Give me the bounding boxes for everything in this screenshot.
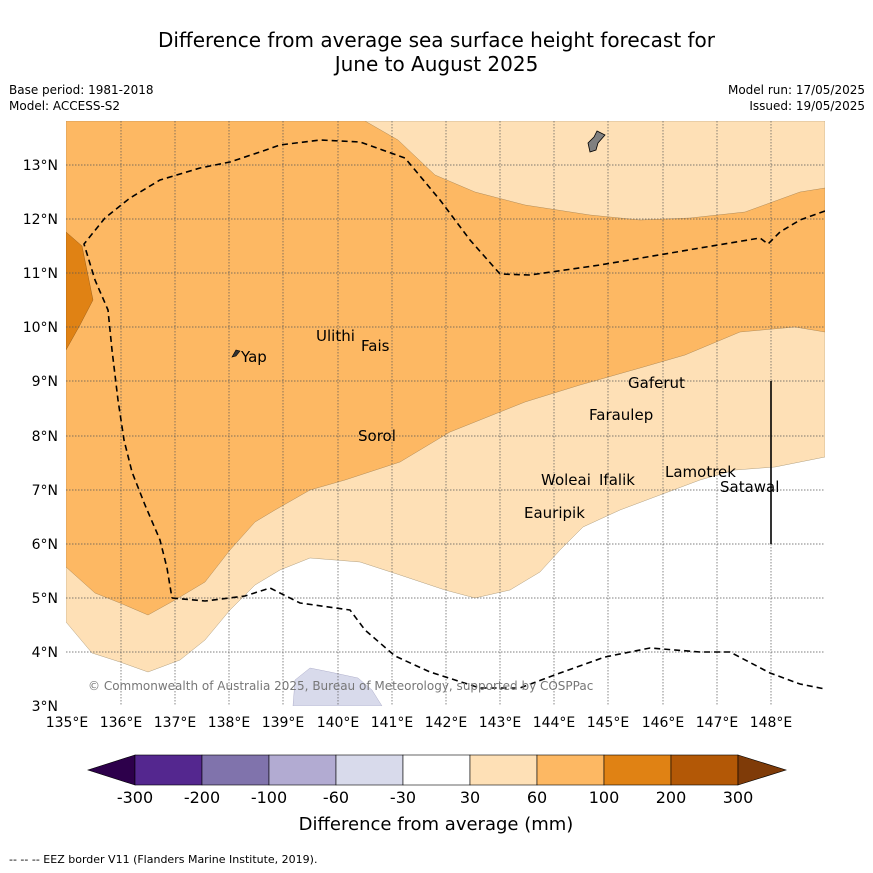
eez-border-south — [171, 587, 825, 690]
colorbar-tick-label: 30 — [460, 788, 480, 807]
colorbar-bin — [335, 754, 404, 786]
colorbar-bin — [603, 754, 672, 786]
lon-tick: 147°E — [696, 715, 739, 731]
colorbar-bin — [536, 754, 605, 786]
lon-tick: 141°E — [371, 715, 414, 731]
footer-note: -- -- -- EEZ border V11 (Flanders Marine… — [9, 853, 318, 866]
place-labels: Yap Ulithi Fais Gaferut Faraulep Sorol W… — [240, 327, 779, 522]
lat-tick: 7°N — [32, 483, 58, 499]
place-label-sorol: Sorol — [358, 427, 396, 445]
lon-tick: 138°E — [208, 715, 251, 731]
lon-tick: 144°E — [533, 715, 576, 731]
lat-tick: 9°N — [32, 374, 58, 390]
lat-tick: 3°N — [32, 699, 58, 715]
place-label-fais: Fais — [361, 337, 390, 355]
title-line-2: June to August 2025 — [334, 52, 539, 76]
lat-tick-labels: 3°N 4°N 5°N 6°N 7°N 8°N 9°N 10°N 11°N 12… — [23, 158, 58, 715]
issued-date: Issued: 19/05/2025 — [749, 99, 865, 113]
colorbar-tick-label: -300 — [117, 788, 153, 807]
colorbar-labels: -300 -200 -100 -60 -30 30 60 100 200 300 — [117, 788, 753, 807]
colorbar-bin — [201, 754, 270, 786]
guam-island — [587, 130, 606, 153]
model-name: Model: ACCESS-S2 — [9, 99, 121, 113]
lon-tick: 143°E — [479, 715, 522, 731]
anomaly-60-100-region — [66, 121, 825, 616]
colorbar-bin — [134, 754, 203, 786]
lat-tick: 10°N — [23, 320, 58, 336]
place-label-ifalik: Ifalik — [599, 471, 635, 489]
lon-tick: 148°E — [750, 715, 793, 731]
lat-tick: 6°N — [32, 537, 58, 553]
colorbar — [87, 754, 788, 786]
anomaly-100-200-region — [66, 231, 94, 351]
lon-tick: 137°E — [154, 715, 197, 731]
meta-left: Base period: 1981-2018 Model: ACCESS-S2 — [9, 82, 154, 114]
chart-title: Difference from average sea surface heig… — [0, 28, 873, 76]
lat-tick: 11°N — [23, 266, 58, 282]
place-label-eauripik: Eauripik — [524, 504, 585, 522]
colorbar-tick-label: -60 — [323, 788, 349, 807]
lon-tick-labels: 135°E 136°E 137°E 138°E 139°E 140°E 141°… — [46, 715, 793, 731]
lon-tick: 145°E — [587, 715, 630, 731]
yap-island — [231, 349, 241, 358]
colorbar-tick-label: -30 — [390, 788, 416, 807]
colorbar-tick-label: -200 — [184, 788, 220, 807]
colorbar-tick-label: 300 — [723, 788, 754, 807]
lon-tick: 136°E — [100, 715, 143, 731]
lon-tick: 140°E — [317, 715, 360, 731]
colorbar-tick-label: 200 — [656, 788, 687, 807]
lat-tick: 13°N — [23, 158, 58, 174]
place-label-ulithi: Ulithi — [316, 327, 355, 345]
lat-tick: 8°N — [32, 429, 58, 445]
place-label-satawal: Satawal — [720, 478, 779, 496]
place-label-lamotrek: Lamotrek — [665, 463, 736, 481]
place-label-gaferut: Gaferut — [628, 374, 685, 392]
lon-tick: 135°E — [46, 715, 89, 731]
lat-tick: 12°N — [23, 212, 58, 228]
meta-right: Model run: 17/05/2025 Issued: 19/05/2025 — [728, 82, 865, 114]
base-period: Base period: 1981-2018 — [9, 83, 154, 97]
anomaly-negative-patch — [292, 667, 383, 706]
eez-border-north — [83, 139, 825, 599]
eez-borders — [83, 139, 825, 690]
colorbar-tick-label: 100 — [589, 788, 620, 807]
place-label-yap: Yap — [240, 348, 267, 366]
colorbar-bin — [670, 754, 739, 786]
lon-gridlines — [120, 121, 772, 706]
copyright-notice: © Commonwealth of Australia 2025, Bureau… — [88, 679, 593, 693]
map-area: Yap Ulithi Fais Gaferut Faraulep Sorol W… — [66, 121, 825, 706]
place-label-faraulep: Faraulep — [589, 406, 653, 424]
colorbar-over-triangle — [737, 754, 788, 786]
lon-tick: 139°E — [262, 715, 305, 731]
colorbar-bin — [469, 754, 538, 786]
colorbar-tick-label: -100 — [251, 788, 287, 807]
lat-tick: 5°N — [32, 591, 58, 607]
place-label-woleai: Woleai — [541, 471, 591, 489]
lon-tick: 142°E — [425, 715, 468, 731]
lat-tick: 4°N — [32, 645, 58, 661]
colorbar-bin — [268, 754, 337, 786]
colorbar-bin — [402, 754, 471, 786]
lat-gridlines — [66, 164, 825, 653]
colorbar-tick-label: 60 — [527, 788, 547, 807]
colorbar-under-triangle — [87, 754, 136, 786]
title-line-1: Difference from average sea surface heig… — [157, 28, 716, 52]
lon-tick: 146°E — [642, 715, 685, 731]
model-run: Model run: 17/05/2025 — [727, 83, 865, 97]
colorbar-title: Difference from average (mm) — [299, 814, 574, 835]
